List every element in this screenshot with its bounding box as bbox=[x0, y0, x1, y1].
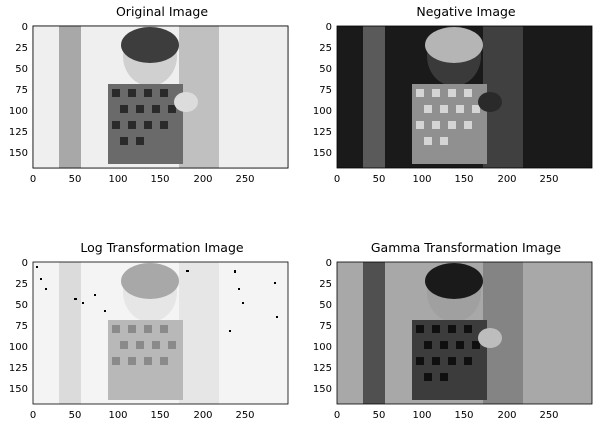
x-tick-label: 250 bbox=[539, 410, 558, 421]
y-tick-label: 150 bbox=[9, 148, 28, 159]
y-tick-label: 125 bbox=[313, 363, 332, 374]
x-tick-label: 250 bbox=[539, 174, 558, 185]
x-tick-label: 0 bbox=[334, 174, 340, 185]
panel-title: Log Transformation Image bbox=[80, 240, 244, 255]
panel-log-svg: Log Transformation Image bbox=[9, 240, 289, 421]
panel-title: Negative Image bbox=[416, 4, 516, 19]
y-tick-label: 125 bbox=[9, 127, 28, 138]
x-tick-label: 200 bbox=[193, 410, 212, 421]
panel-gamma-svg: Gamma Transformation Image bbox=[313, 240, 593, 421]
x-tick-label: 200 bbox=[497, 410, 516, 421]
panel-log: Log Transformation Image bbox=[4, 240, 289, 430]
x-axis: 0 50 100 150 200 250 bbox=[334, 410, 559, 421]
image-area bbox=[336, 25, 593, 169]
y-tick-label: 75 bbox=[319, 321, 332, 332]
y-tick-label: 75 bbox=[15, 85, 28, 96]
x-tick-label: 50 bbox=[373, 174, 386, 185]
y-tick-label: 25 bbox=[319, 279, 332, 290]
panel-gamma: Gamma Transformation Image bbox=[308, 240, 593, 430]
x-tick-label: 250 bbox=[235, 410, 254, 421]
figure-canvas: Original Image bbox=[4, 4, 593, 421]
y-tick-label: 25 bbox=[319, 43, 332, 54]
x-axis: 0 50 100 150 200 250 bbox=[30, 174, 255, 185]
y-tick-label: 125 bbox=[313, 127, 332, 138]
y-tick-label: 50 bbox=[15, 300, 28, 311]
panel-title: Original Image bbox=[116, 4, 208, 19]
y-tick-label: 0 bbox=[22, 22, 28, 33]
y-tick-label: 0 bbox=[22, 258, 28, 269]
y-tick-label: 25 bbox=[15, 279, 28, 290]
x-axis: 0 50 100 150 200 250 bbox=[334, 174, 559, 185]
y-tick-label: 100 bbox=[9, 106, 28, 117]
y-axis: 0 25 50 75 100 125 150 bbox=[9, 22, 28, 159]
y-tick-label: 150 bbox=[313, 384, 332, 395]
x-tick-label: 100 bbox=[108, 410, 127, 421]
x-tick-label: 0 bbox=[334, 410, 340, 421]
y-tick-label: 50 bbox=[15, 64, 28, 75]
y-tick-label: 50 bbox=[319, 300, 332, 311]
y-tick-label: 25 bbox=[15, 43, 28, 54]
x-tick-label: 100 bbox=[412, 174, 431, 185]
x-tick-label: 200 bbox=[497, 174, 516, 185]
x-tick-label: 200 bbox=[193, 174, 212, 185]
x-tick-label: 100 bbox=[108, 174, 127, 185]
image-area bbox=[32, 25, 289, 169]
panel-original: Original Image bbox=[4, 4, 289, 194]
x-tick-label: 0 bbox=[30, 410, 36, 421]
x-tick-label: 0 bbox=[30, 174, 36, 185]
y-tick-label: 100 bbox=[313, 342, 332, 353]
y-tick-label: 0 bbox=[326, 258, 332, 269]
x-tick-label: 150 bbox=[454, 410, 473, 421]
x-tick-label: 150 bbox=[150, 174, 169, 185]
y-tick-label: 150 bbox=[9, 384, 28, 395]
x-tick-label: 250 bbox=[235, 174, 254, 185]
image-area bbox=[32, 261, 289, 405]
x-tick-label: 50 bbox=[69, 174, 82, 185]
x-tick-label: 150 bbox=[150, 410, 169, 421]
panel-negative-svg: Negative Image bbox=[313, 4, 593, 185]
panel-original-svg: Original Image bbox=[9, 4, 289, 185]
y-tick-label: 75 bbox=[15, 321, 28, 332]
y-tick-label: 0 bbox=[326, 22, 332, 33]
x-axis: 0 50 100 150 200 250 bbox=[30, 410, 255, 421]
y-tick-label: 100 bbox=[313, 106, 332, 117]
x-tick-label: 50 bbox=[69, 410, 82, 421]
y-tick-label: 150 bbox=[313, 148, 332, 159]
y-tick-label: 75 bbox=[319, 85, 332, 96]
y-axis: 0 25 50 75 100 125 150 bbox=[313, 22, 332, 159]
y-axis: 0 25 50 75 100 125 150 bbox=[9, 258, 28, 395]
x-tick-label: 100 bbox=[412, 410, 431, 421]
panel-negative: Negative Image bbox=[308, 4, 593, 194]
y-tick-label: 50 bbox=[319, 64, 332, 75]
x-tick-label: 50 bbox=[373, 410, 386, 421]
image-area bbox=[336, 261, 593, 405]
y-tick-label: 100 bbox=[9, 342, 28, 353]
panel-title: Gamma Transformation Image bbox=[371, 240, 562, 255]
x-tick-label: 150 bbox=[454, 174, 473, 185]
y-axis: 0 25 50 75 100 125 150 bbox=[313, 258, 332, 395]
y-tick-label: 125 bbox=[9, 363, 28, 374]
